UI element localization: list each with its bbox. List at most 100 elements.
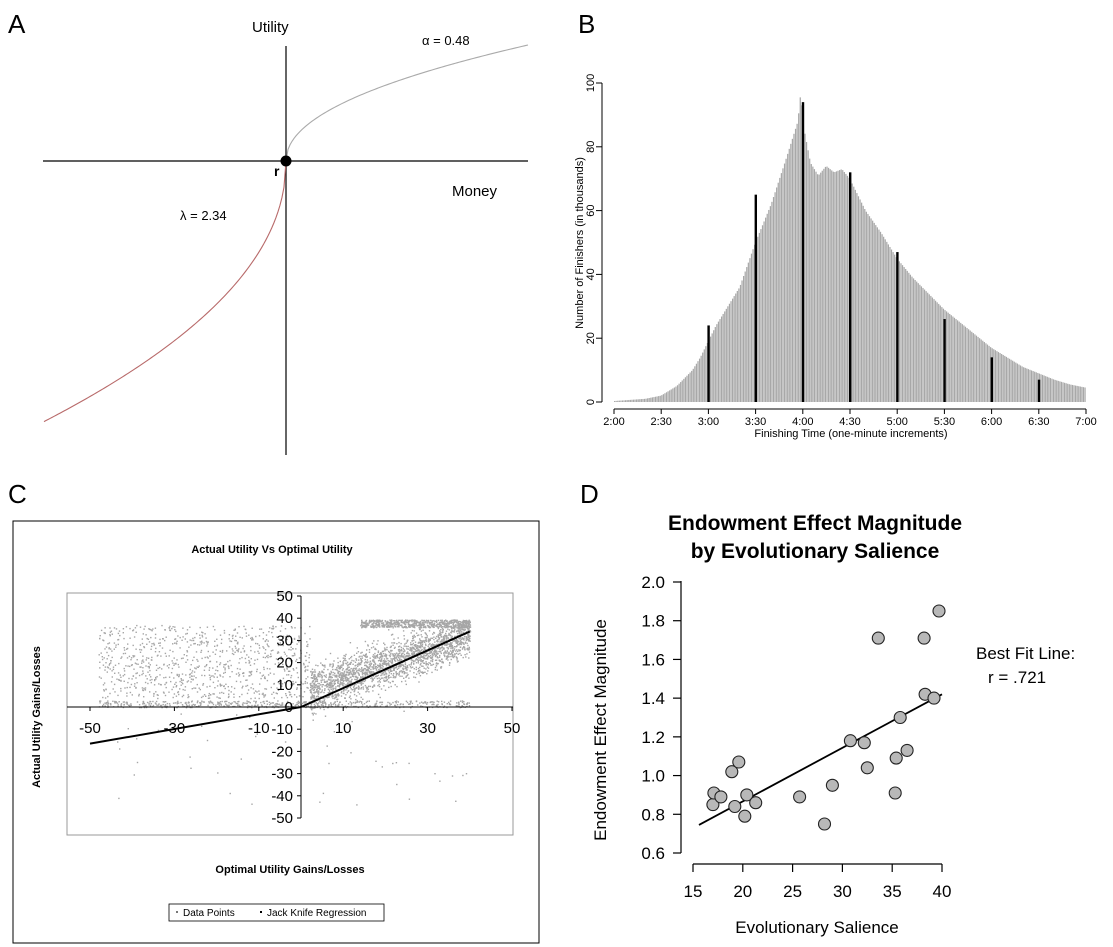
panel-c-point xyxy=(345,676,348,678)
panel-c-point xyxy=(450,625,453,627)
panel-c-point xyxy=(404,624,407,626)
panel-c-point xyxy=(206,645,208,647)
panel-c-point xyxy=(336,668,338,670)
panel-c-point xyxy=(343,685,345,687)
panel-b-bar xyxy=(826,166,828,402)
panel-c-point xyxy=(424,641,426,643)
panel-c-point xyxy=(360,701,363,703)
panel-c-point xyxy=(430,644,433,646)
panel-c-point xyxy=(271,693,273,695)
panel-c-point xyxy=(189,756,191,758)
panel-c-point xyxy=(457,628,459,630)
panel-d-point xyxy=(817,817,832,831)
panel-c-point xyxy=(373,625,376,627)
panel-c-point xyxy=(238,696,241,698)
panel-c-point xyxy=(443,641,445,643)
panel-c-point xyxy=(206,739,209,742)
panel-c-point xyxy=(395,624,397,626)
panel-c-point xyxy=(458,703,460,706)
panel-c-point xyxy=(398,667,400,669)
panel-c-point xyxy=(248,662,250,664)
panel-c-point xyxy=(462,641,464,644)
panel-c-point xyxy=(281,703,283,706)
panel-c-point xyxy=(103,639,105,642)
panel-c-point xyxy=(214,640,216,642)
panel-c-point xyxy=(420,647,422,649)
panel-c-point xyxy=(313,671,315,673)
panel-c-point xyxy=(363,654,366,657)
panel-c-point xyxy=(237,650,239,653)
panel-c-point xyxy=(419,645,422,647)
panel-c-point xyxy=(197,644,199,646)
panel-c-point xyxy=(144,689,147,691)
panel-c-point xyxy=(238,662,240,664)
panel-c-point xyxy=(414,644,416,646)
panel-c-point xyxy=(266,667,269,670)
panel-c-point xyxy=(282,677,285,680)
panel-c-point xyxy=(132,644,134,647)
panel-b-bar xyxy=(842,170,844,402)
panel-c-point xyxy=(438,632,441,634)
panel-c-point xyxy=(314,675,316,677)
panel-b-bar xyxy=(876,227,878,402)
panel-c-point xyxy=(178,693,180,696)
panel-c-point xyxy=(201,657,203,660)
panel-c-point xyxy=(462,774,464,777)
panel-c-point xyxy=(468,628,470,631)
panel-c-point xyxy=(283,668,286,670)
panel-d-point xyxy=(900,743,914,757)
panel-c-point xyxy=(441,621,443,623)
panel-c-point xyxy=(411,625,413,628)
panel-b-bar xyxy=(898,261,900,402)
panel-c-point xyxy=(169,625,171,628)
panel-c-point xyxy=(468,649,470,651)
panel-c-point xyxy=(430,701,432,703)
panel-c-point xyxy=(290,703,292,706)
panel-b-bar xyxy=(853,186,855,402)
panel-c-point xyxy=(234,629,236,631)
panel-c-point xyxy=(390,634,393,636)
panel-c-point xyxy=(104,627,106,629)
panel-c-point xyxy=(118,662,120,665)
panel-c-point xyxy=(447,628,449,630)
panel-c-point xyxy=(246,692,249,695)
panel-c-point xyxy=(348,678,350,680)
panel-c-point xyxy=(367,644,369,646)
panel-b-bar xyxy=(780,173,782,402)
panel-c-point xyxy=(384,643,386,646)
panel-c-point xyxy=(453,629,456,632)
panel-c-point xyxy=(353,690,355,693)
panel-c-point xyxy=(164,639,166,642)
panel-c-point xyxy=(450,647,452,650)
panel-c-point xyxy=(327,692,329,694)
panel-c-point xyxy=(138,704,141,706)
panel-b-bar xyxy=(974,334,976,402)
panel-c-point xyxy=(149,628,151,631)
panel-c-point xyxy=(336,678,339,680)
panel-c-point xyxy=(143,706,146,709)
panel-c-point xyxy=(238,675,240,677)
panel-c-point xyxy=(390,685,392,688)
panel-a-money-label: Money xyxy=(452,183,498,200)
panel-b-bar xyxy=(969,330,971,402)
panel-c-point xyxy=(437,646,440,648)
panel-b-bar xyxy=(909,274,912,402)
panel-c-point xyxy=(385,662,387,665)
panel-c-point xyxy=(240,651,242,653)
panel-c-point xyxy=(411,653,413,656)
panel-c-point xyxy=(362,672,365,675)
panel-c-point xyxy=(284,653,286,655)
panel-c-point xyxy=(469,630,471,632)
panel-c-point xyxy=(415,666,417,668)
panel-c-point xyxy=(146,657,148,659)
panel-c-point xyxy=(106,671,108,673)
panel-c-point xyxy=(357,673,360,675)
panel-c-point xyxy=(353,684,356,687)
panel-c-point xyxy=(459,639,462,642)
panel-b-bar xyxy=(994,350,996,402)
panel-b-bar xyxy=(879,231,882,402)
panel-c-point xyxy=(285,636,287,638)
panel-b-bar xyxy=(878,229,880,402)
panel-c-point xyxy=(114,664,117,666)
panel-c-point xyxy=(468,624,471,626)
